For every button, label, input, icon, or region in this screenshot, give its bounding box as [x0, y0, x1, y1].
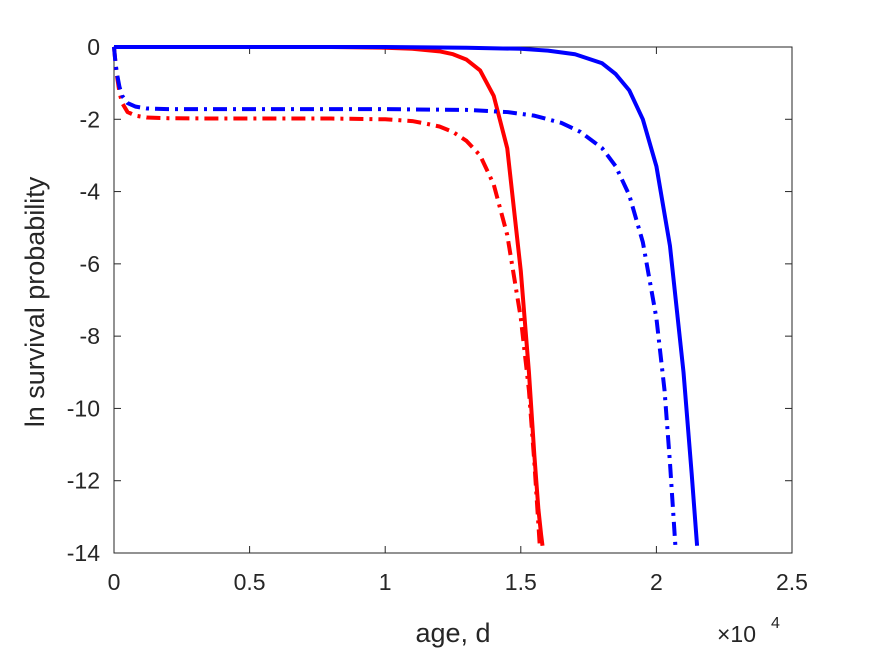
plot-box: [113, 46, 793, 554]
x-tick-label: 2: [650, 569, 663, 595]
x-axis-ticks: 0 0.5 1 1.5 2 2.5: [108, 47, 808, 595]
y-tick-label: -4: [80, 179, 101, 205]
y-tick-label: -14: [67, 540, 100, 566]
y-axis-ticks: 0 -2 -4 -6 -8 -10 -12 -14: [67, 34, 792, 566]
series-line-3: [114, 45, 700, 546]
y-tick-label: -10: [67, 395, 100, 421]
series-line-2: [112, 46, 542, 546]
x-tick-label: 0.5: [234, 569, 266, 595]
x-axis-label: age, d: [415, 618, 490, 648]
x-tick-label: 0: [108, 569, 121, 595]
y-axis-label: ln survival probability: [20, 176, 50, 427]
y-tick-label: -2: [80, 106, 100, 132]
y-tick-label: -12: [67, 468, 100, 494]
y-tick-label: -6: [80, 251, 100, 277]
x-axis-exponent-base: ×10: [717, 621, 756, 647]
x-tick-label: 1: [379, 569, 392, 595]
plot-area: [113, 46, 793, 554]
series-layer: [112, 45, 700, 547]
x-tick-label: 1.5: [505, 569, 537, 595]
x-axis-exponent-power: 4: [771, 615, 780, 632]
series-line-4: [112, 46, 678, 546]
x-tick-label: 2.5: [776, 569, 808, 595]
y-tick-label: 0: [87, 34, 100, 60]
y-tick-label: -8: [80, 323, 100, 349]
